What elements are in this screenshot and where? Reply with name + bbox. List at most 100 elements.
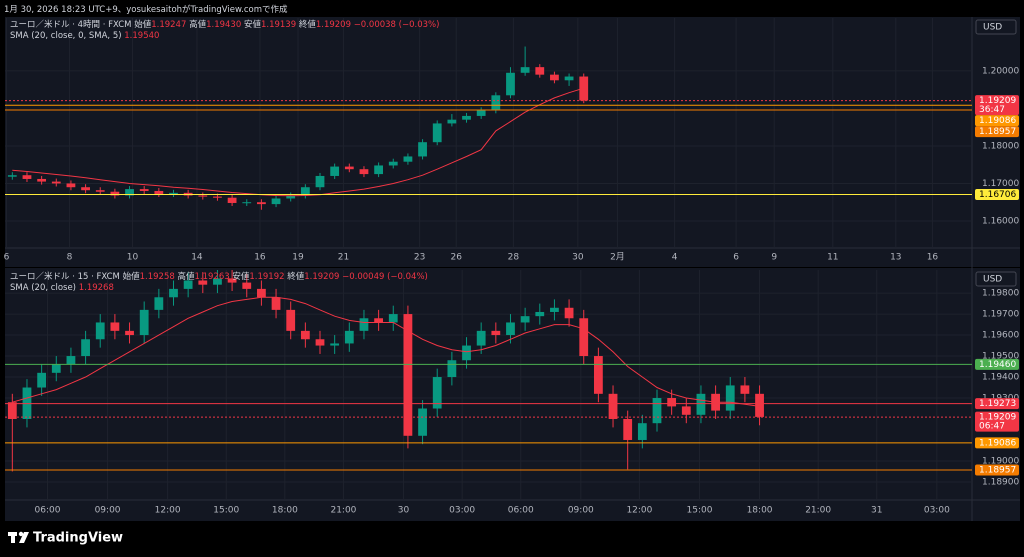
sma-name: SMA (20, close, 0, SMA, 5) <box>10 31 122 41</box>
symbol: ユーロ／米ドル · 15 · FXCM <box>10 272 120 282</box>
x-tick-label: 23 <box>414 253 425 263</box>
ohlc-value: 1.19263 <box>194 272 230 282</box>
ohlc-label: 始値 <box>122 272 140 282</box>
x-tick-label: 12:00 <box>626 506 652 516</box>
price-tag <box>975 437 1019 449</box>
candle-body <box>154 190 164 194</box>
candle-body <box>213 278 222 285</box>
candle-body <box>359 318 369 331</box>
candle-body <box>462 345 471 361</box>
candle-body <box>183 280 193 289</box>
legend-row: SMA (20, close, 0, SMA, 5) 1.19540 <box>10 31 439 42</box>
x-tick-label: 09:00 <box>95 506 121 516</box>
sma-value: 1.19540 <box>124 31 160 41</box>
price-tag <box>975 358 1019 370</box>
candle-body <box>447 360 457 378</box>
candle-body <box>506 72 515 96</box>
x-tick-label: 13 <box>890 253 901 263</box>
candle-body <box>593 356 603 394</box>
price-tag <box>975 95 1019 116</box>
y-tick-label: 1.19400 <box>982 373 1019 383</box>
ohlc-label: 安値 <box>232 272 250 282</box>
candle-body <box>242 202 252 204</box>
y-tick-label: 1.17000 <box>982 179 1019 189</box>
x-tick-label: 2月 <box>610 252 625 263</box>
price-tag-label: 1.19460 <box>979 360 1016 370</box>
price-tag-label: 1.18957 <box>979 127 1016 137</box>
countdown: 06:47 <box>979 422 1005 432</box>
candle-body <box>330 166 340 176</box>
y-tick-label: 1.18000 <box>982 141 1019 151</box>
candle-body <box>286 195 296 199</box>
candle-body <box>227 278 237 283</box>
ohlc-value: 1.19139 <box>260 20 297 30</box>
candle-body <box>271 297 281 310</box>
logo <box>8 531 29 543</box>
candle-body <box>81 187 90 191</box>
candle-body <box>432 377 442 409</box>
legend-row: ユーロ／米ドル · 15 · FXCM 始値1.19258 高値1.19263 … <box>10 272 428 283</box>
candle-body <box>66 356 76 365</box>
candle-body <box>213 196 222 198</box>
candle-body <box>51 364 61 373</box>
sma-name: SMA (20, close) <box>10 283 76 293</box>
price-tag <box>975 398 1019 410</box>
candle-body <box>374 318 384 323</box>
price-tag <box>975 411 1019 432</box>
x-tick-label: 8 <box>67 253 73 263</box>
x-tick-label: 11 <box>827 253 838 263</box>
candle-body <box>652 398 662 424</box>
price-tag-label: 1.19086 <box>979 116 1016 126</box>
candle-body <box>432 123 442 143</box>
symbol: ユーロ／米ドル · 4時間 · FXCM <box>10 20 132 30</box>
ohlc-label: 高値 <box>189 20 207 30</box>
candle-body <box>95 190 105 192</box>
ohlc-label: 高値 <box>177 272 195 282</box>
candle-body <box>520 316 530 323</box>
candle-body <box>198 280 208 285</box>
legend: ユーロ／米ドル · 4時間 · FXCM 始値1.19247 高値1.19430… <box>10 20 439 42</box>
candle-body <box>315 339 325 346</box>
y-tick-label: 1.20000 <box>982 66 1019 76</box>
candle-body <box>344 330 354 344</box>
change: −0.00049 (−0.04%) <box>342 272 428 282</box>
panel-top <box>5 17 1020 267</box>
candle-body <box>550 307 559 312</box>
candle-body <box>66 183 76 188</box>
candle-body <box>125 189 134 196</box>
x-tick-label: 19 <box>292 253 304 263</box>
candle-body <box>271 198 281 205</box>
candle-body <box>37 372 47 388</box>
candle-body <box>139 309 149 336</box>
candle-body <box>564 76 574 81</box>
candle-body <box>462 115 471 120</box>
x-tick-label: 10 <box>127 253 139 263</box>
candle-body <box>7 175 17 177</box>
ohlc-value: 1.19209 <box>315 20 351 30</box>
candle-body <box>623 418 633 440</box>
brand: TradingView <box>33 531 123 546</box>
candle-body <box>667 398 677 407</box>
ohlc-label: 終値 <box>298 20 316 30</box>
price-tag-label: 1.19209 <box>979 413 1016 423</box>
candle-body <box>506 322 515 336</box>
candle-body <box>535 311 545 317</box>
price-tag-label: 1.16706 <box>979 190 1016 200</box>
sma-line <box>12 87 584 197</box>
candle-body <box>139 189 149 191</box>
countdown: 36:47 <box>979 105 1005 115</box>
sma-line <box>12 296 760 407</box>
ohlc-value: 1.19247 <box>151 20 187 30</box>
y-tick-label: 1.19000 <box>982 456 1019 466</box>
candle-body <box>725 385 735 411</box>
currency: USD <box>983 275 1002 285</box>
sma-value: 1.19268 <box>78 283 114 293</box>
y-tick-label: 1.18900 <box>982 477 1019 487</box>
candle-body <box>7 402 17 419</box>
y-tick-label: 1.19500 <box>982 352 1019 362</box>
ohlc-value: 1.19430 <box>206 20 242 30</box>
candle-body <box>110 322 120 331</box>
logo-part <box>11 532 15 543</box>
candle-body <box>95 322 105 340</box>
price-tag-label: 1.19273 <box>979 399 1016 409</box>
